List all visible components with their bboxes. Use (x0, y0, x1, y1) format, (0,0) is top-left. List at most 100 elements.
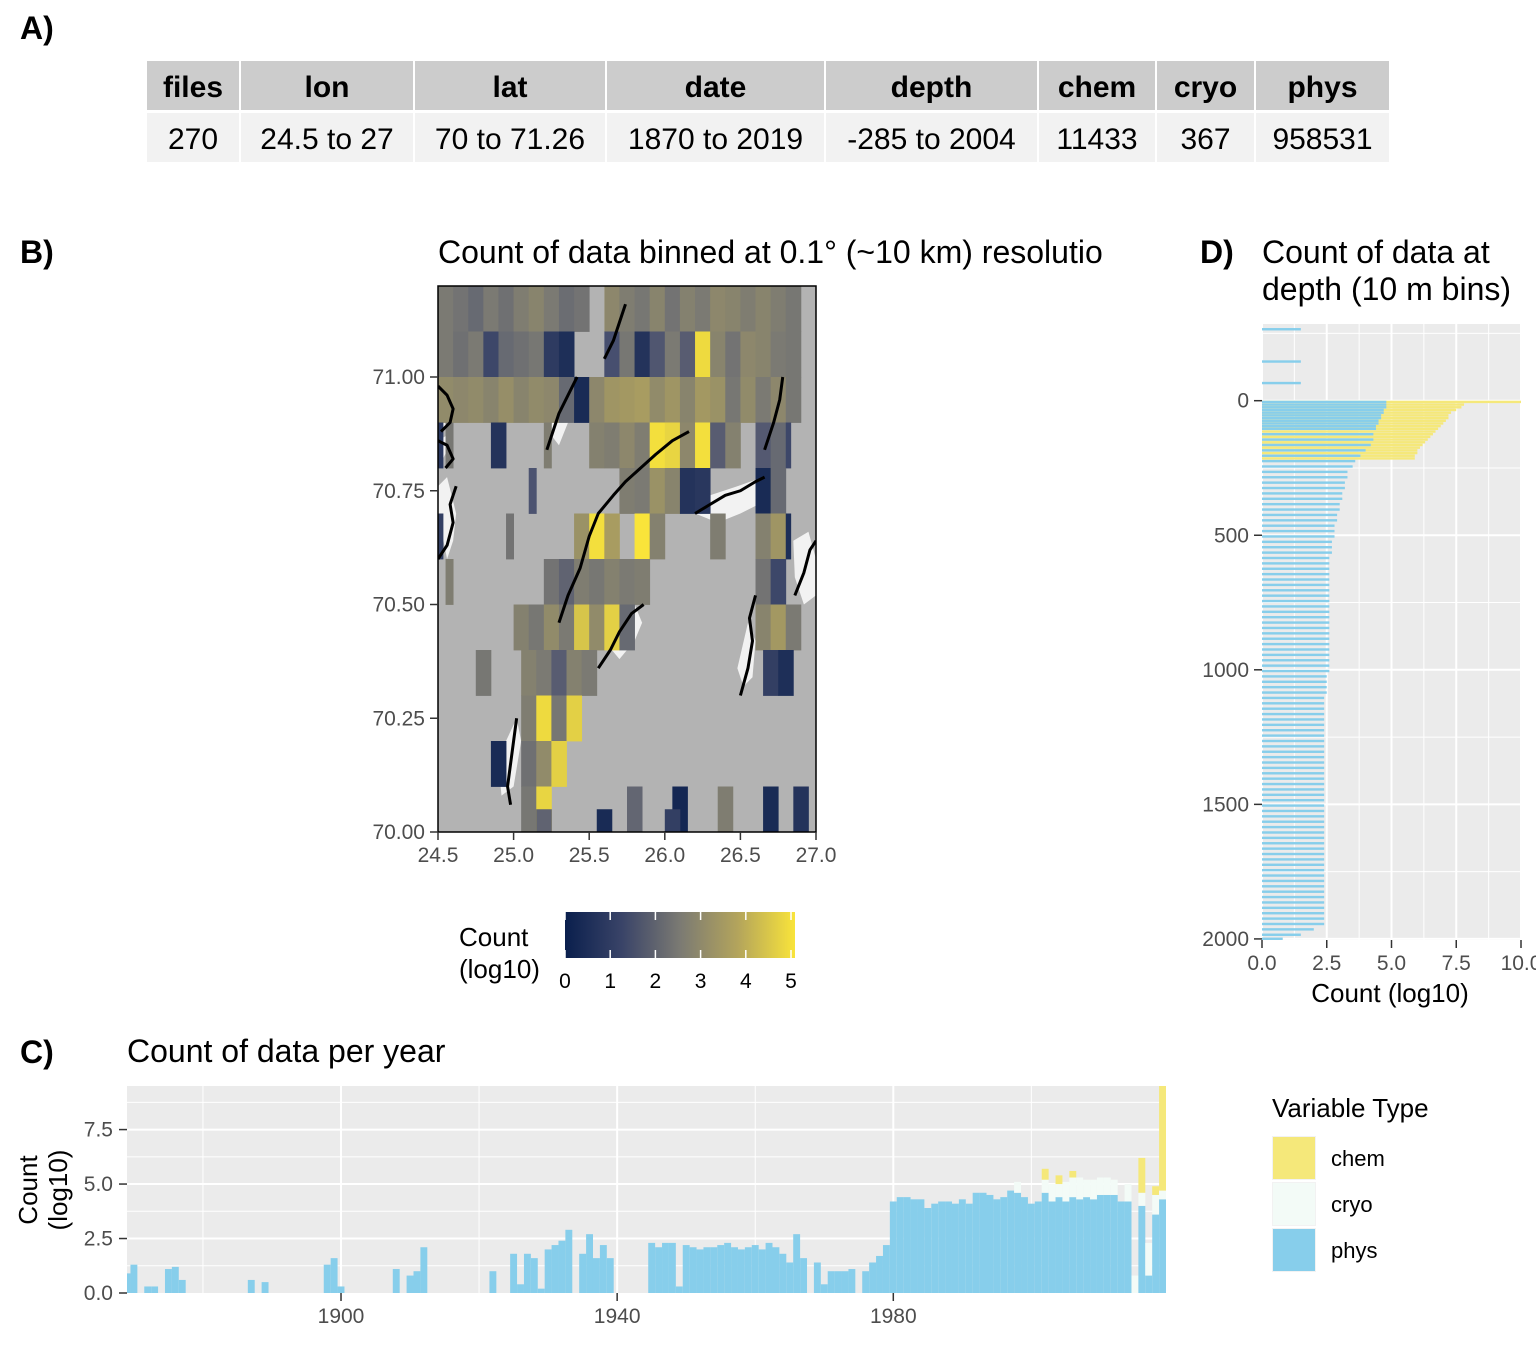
yearly-bar-phys (848, 1269, 856, 1293)
panel-label-b: B) (20, 234, 54, 270)
yearly-bar-phys (1083, 1197, 1091, 1293)
depth-bar-chem (1262, 435, 1431, 439)
yearly-bar-phys (178, 1279, 186, 1293)
yearly-bar-cryo (1138, 1192, 1146, 1206)
yearly-bar-phys (1021, 1197, 1028, 1293)
depth-x-label: Count (log10) (1311, 978, 1469, 1008)
yearly-bar-phys (758, 1249, 766, 1293)
depth-bar-phys (1262, 879, 1325, 883)
colorbar-tick-label: 5 (785, 970, 797, 993)
map-cell (763, 650, 779, 696)
map-cell (475, 650, 492, 696)
legend-label-phys: phys (1331, 1238, 1377, 1263)
map-cell (679, 331, 696, 378)
table-value-cryo: 367 (1180, 123, 1230, 156)
summary-table: files 270 lon 24.5 to 27 lat 70 to 71.26 date 1… (147, 61, 1389, 162)
map-cell (770, 559, 787, 605)
yearly-bar-phys (1124, 1201, 1132, 1293)
coastline (738, 595, 757, 696)
depth-bar-phys (1262, 842, 1325, 845)
map-cell (634, 377, 651, 423)
map-x-tick-label: 25.0 (493, 844, 534, 867)
map-cell (536, 741, 552, 787)
yearly-bar-phys (648, 1242, 656, 1293)
depth-bar-phys (1262, 403, 1387, 406)
depth-bar-phys (1262, 729, 1325, 732)
map-cell (498, 286, 514, 332)
map-cell (763, 786, 779, 832)
depth-bar-chem (1262, 446, 1420, 449)
depth-bar-phys (1262, 400, 1387, 404)
depth-bar-phys (1262, 381, 1301, 385)
map-cell (581, 650, 598, 696)
yearly-bar-phys (586, 1234, 593, 1293)
yearly-bar-phys (565, 1229, 573, 1293)
yearly-bar-cryo (1048, 1184, 1056, 1202)
map-cell (604, 331, 620, 378)
depth-y-tick-label: 0 (1237, 390, 1249, 413)
map-cell (558, 559, 575, 605)
depth-bar-phys (1262, 691, 1327, 694)
yearly-bar-phys (1062, 1201, 1070, 1293)
map-cell (589, 377, 605, 423)
depth-bar-phys (1262, 589, 1330, 592)
map-cell (634, 286, 651, 332)
map-cell (664, 286, 681, 332)
yearly-bar-phys (1041, 1192, 1049, 1293)
depth-bar-phys (1262, 454, 1361, 457)
yearly-bar-cryo (1110, 1179, 1118, 1195)
map-cell (604, 286, 620, 332)
yearly-bar-phys (1069, 1197, 1077, 1293)
colorbar-tick-label: 4 (740, 970, 752, 993)
map-cell (619, 468, 635, 514)
depth-bar-phys (1262, 809, 1325, 813)
legend-title: Variable Type (1272, 1093, 1429, 1123)
depth-y-tick-label: 1500 (1202, 793, 1249, 816)
yearly-bar-phys (130, 1264, 138, 1293)
yearly-bar-phys (592, 1258, 600, 1293)
depth-bar-phys (1262, 524, 1335, 527)
yearly-bar-phys (655, 1247, 663, 1293)
depth-bar-phys (1262, 422, 1379, 425)
table-value-cell (1157, 113, 1254, 162)
yearly-bar-phys (523, 1253, 531, 1293)
depth-bar-phys (1262, 675, 1327, 678)
panel-label-d: D) (1200, 234, 1234, 270)
map-cell (740, 377, 756, 423)
yearly-bars (127, 1086, 1166, 1293)
depth-bar-phys (1262, 513, 1338, 517)
map-cell (679, 286, 696, 332)
depth-bar-phys (1262, 637, 1330, 640)
table-value-cell (1039, 113, 1155, 162)
depth-bar-phys (1262, 621, 1330, 624)
yearly-x-axis: 1900 1940 1980 (318, 1293, 917, 1328)
depth-bar-phys (1262, 360, 1301, 363)
depth-bar-phys (1262, 906, 1325, 910)
map-cell (710, 513, 726, 560)
yearly-bar-phys (924, 1208, 932, 1293)
map-cell (589, 422, 605, 469)
table-value-cell (826, 113, 1037, 162)
yearly-bar-phys (896, 1197, 904, 1293)
table-value-cell (1256, 113, 1389, 162)
map-cell (483, 331, 499, 378)
yearly-bar-phys (1145, 1275, 1153, 1293)
map-cell (566, 650, 583, 696)
yearly-bar-phys (696, 1249, 704, 1293)
legend-label-cryo: cryo (1331, 1192, 1373, 1217)
yearly-bar-phys (675, 1286, 683, 1293)
map-cell (755, 604, 772, 651)
map-cell (604, 559, 620, 605)
yearly-bar-cryo (1055, 1184, 1063, 1198)
map-cell (566, 695, 583, 742)
yearly-bar-phys (917, 1199, 925, 1293)
map-cell (543, 286, 560, 332)
coastline (438, 439, 455, 469)
yearly-bar-phys (793, 1234, 801, 1293)
panel-label-c: C) (20, 1034, 54, 1070)
depth-bar-phys (1262, 777, 1325, 780)
map-cell (649, 331, 666, 378)
map-cell (619, 286, 635, 332)
yearly-bar-phys (841, 1271, 849, 1293)
